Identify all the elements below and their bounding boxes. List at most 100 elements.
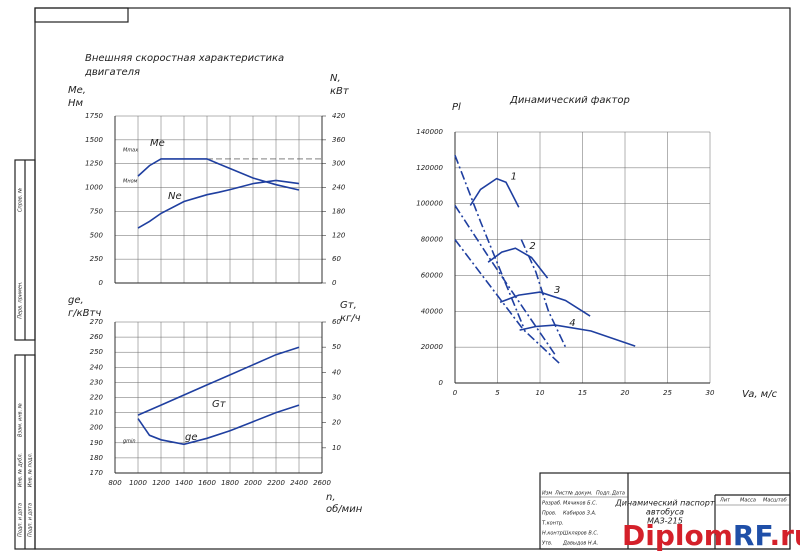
x-tick-label: 5	[495, 389, 500, 397]
x-tick-label: 20	[621, 389, 630, 397]
curve	[499, 291, 591, 317]
curve-label: ge	[185, 432, 198, 443]
x-tick-label: 2000	[244, 479, 262, 487]
curve-label: 2	[529, 241, 535, 252]
y2-axis-label: кВт	[330, 86, 350, 97]
tb-name: Давыдов Н.А.	[562, 541, 598, 547]
y2-tick-label: 300	[332, 160, 346, 168]
y2-tick-label: 40	[332, 368, 341, 376]
y2-tick-label: 30	[332, 394, 341, 402]
x-tick-label: 800	[108, 479, 122, 487]
y-tick-label: 750	[90, 207, 104, 215]
x-tick-label: 2600	[313, 479, 331, 487]
tb-header: № докум.	[567, 491, 593, 497]
x-axis-label: Va, м/с	[742, 389, 778, 400]
y-axis-label: г/кВтч	[68, 308, 101, 319]
watermark-part: .ru	[769, 519, 800, 552]
y2-tick-label: 180	[332, 207, 346, 215]
x-tick-label: 1000	[129, 479, 147, 487]
y2-tick-label: 60	[332, 318, 341, 326]
y-tick-label: 100000	[416, 200, 443, 208]
y-tick-label: 20000	[421, 343, 444, 351]
y-tick-label: 230	[90, 378, 104, 386]
curve	[137, 179, 300, 229]
curve-label: 4	[569, 318, 575, 329]
tb-role: Т.контр.	[542, 521, 564, 527]
curve-label: Me	[150, 138, 165, 149]
y2-tick-label: 20	[332, 419, 341, 427]
y-tick-label: 170	[90, 469, 104, 477]
y-tick-label: 80000	[421, 236, 444, 244]
y2-tick-label: 240	[332, 184, 346, 192]
y-tick-label: 1500	[85, 136, 103, 144]
doc-title: Динамический паспорт	[614, 499, 714, 508]
y-tick-label: 140000	[416, 128, 443, 136]
x-tick-label: 1800	[221, 479, 239, 487]
stamp-text: Взам. инв. №	[18, 403, 24, 437]
x-tick-label: 1400	[175, 479, 193, 487]
y-tick-label: 250	[90, 255, 104, 263]
curve	[487, 247, 549, 279]
corner-box	[34, 7, 129, 23]
y-axis-label: Me,	[68, 85, 86, 96]
tb-name: Шкляров В.С.	[563, 531, 598, 537]
y-tick-label: 60000	[421, 271, 444, 279]
y2-tick-label: 10	[332, 444, 341, 452]
y-axis-label: ge,	[68, 295, 84, 306]
tb-column: Масса	[740, 498, 756, 504]
y2-axis-label: Gт,	[340, 300, 357, 311]
x-tick-label: 10	[536, 389, 545, 397]
y-tick-label: 0	[99, 279, 104, 287]
doc-title: автобуса	[646, 508, 684, 517]
doc-title: МАЗ-215	[647, 517, 683, 526]
tb-role: Н.контр.	[542, 531, 564, 537]
curve-label: 3	[554, 285, 560, 296]
tb-name: Кабиров З.А.	[563, 511, 597, 517]
x-tick-label: 1200	[152, 479, 170, 487]
watermark-part: RF	[733, 519, 772, 552]
y-axis-label: Нм	[68, 98, 84, 109]
tb-header: Дата	[611, 491, 625, 497]
y2-axis-label: кг/ч	[340, 313, 361, 324]
stamp-text: Справ. №	[18, 188, 24, 212]
curve	[137, 346, 300, 416]
y-tick-label: 250	[90, 348, 104, 356]
y-tick-label: 500	[90, 231, 104, 239]
curve-label: Ne	[168, 191, 182, 202]
y-tick-label: 0	[439, 379, 444, 387]
reference-label: Mmax	[123, 148, 138, 154]
y2-axis-label: N,	[330, 73, 341, 84]
y-tick-label: 40000	[421, 307, 444, 315]
curve	[137, 404, 300, 446]
curve	[454, 205, 556, 356]
x-tick-label: 0	[453, 389, 458, 397]
y-tick-label: 1250	[85, 160, 103, 168]
tb-header: Подп.	[596, 491, 611, 497]
y2-tick-label: 360	[332, 136, 346, 144]
tb-header: Изм	[542, 491, 552, 497]
watermark: DiplomRF.ru	[622, 519, 800, 552]
reference-label: Mном	[123, 179, 138, 185]
tb-name: Мячиков Б.С.	[563, 501, 597, 507]
y-tick-label: 180	[90, 454, 104, 462]
y-tick-label: 270	[90, 318, 104, 326]
curve-label: Gт	[212, 399, 227, 410]
stamp-text: Инв. № подл.	[28, 453, 34, 488]
chart-title: Внешняя скоростная характеристика	[85, 53, 284, 64]
tb-role: Утв.	[542, 541, 553, 547]
y-tick-label: 120000	[416, 164, 443, 172]
tb-column: Масштаб	[763, 498, 787, 504]
chart-title: двигателя	[84, 67, 140, 78]
stamp-text: Инв. № дубл.	[18, 453, 24, 487]
x-axis-label: n,	[326, 492, 336, 503]
curve-label: 1	[511, 172, 517, 183]
title-block	[539, 472, 791, 550]
curve	[454, 239, 562, 366]
stamp-text: Подп. и дата	[18, 503, 24, 537]
y2-tick-label: 60	[332, 255, 341, 263]
y-tick-label: 220	[90, 394, 104, 402]
x-tick-label: 2200	[267, 479, 285, 487]
